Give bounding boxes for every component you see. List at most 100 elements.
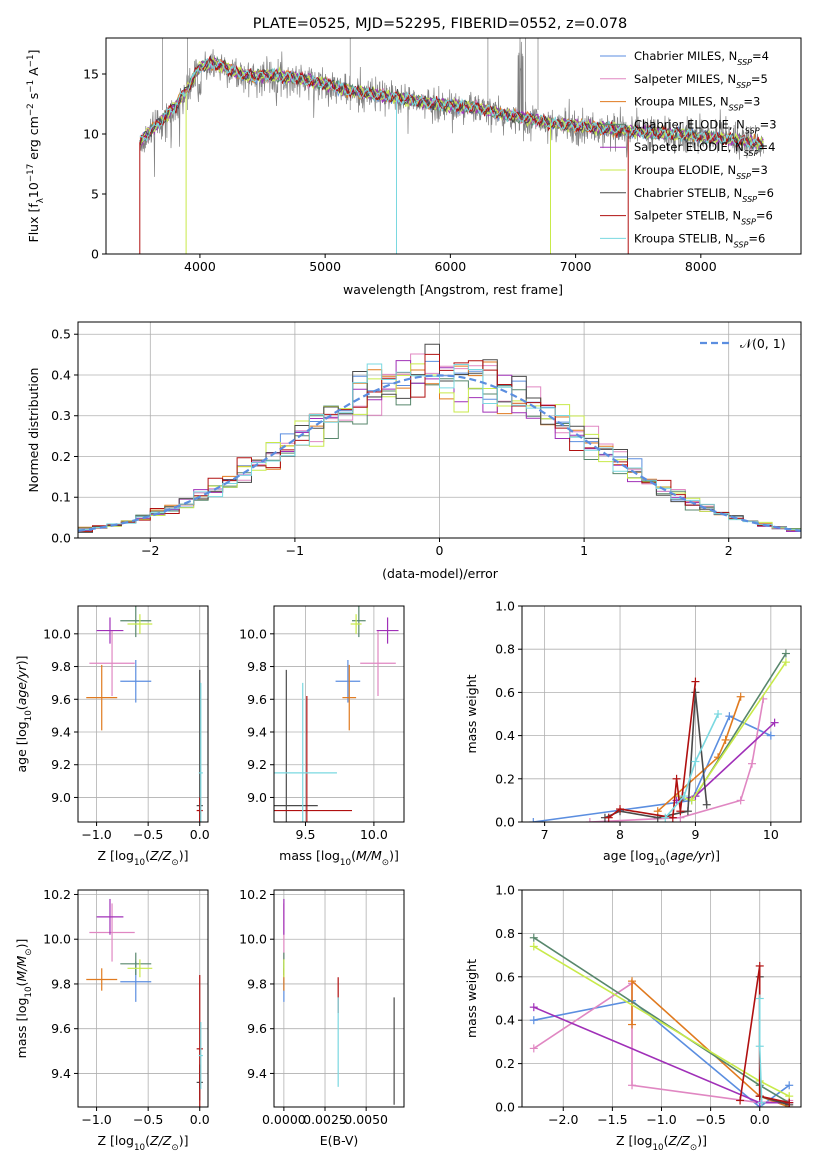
legend-entry: Chabrier ELODIE, NSSP=3 (634, 117, 777, 135)
label-part: )] (14, 655, 29, 665)
x-tick-label: −0.5 (133, 1112, 163, 1127)
label-part: 10 (654, 858, 665, 868)
label-part: M/M (14, 956, 29, 982)
plot-area (139, 38, 764, 254)
legend-entry: Kroupa MILES, NSSP=3 (634, 95, 760, 113)
legend-entry: Kroupa ELODIE, NSSP=3 (634, 163, 768, 181)
x-tick-label: −0.5 (133, 827, 163, 842)
label-part: =4 (758, 140, 775, 154)
y-axis-label: age [log10(age/yr)] (14, 655, 34, 772)
model-spectrum-kroupa-stelib (139, 57, 764, 150)
y-tick-label: 10.0 (43, 626, 71, 641)
y-tick-label: 0.0 (495, 1100, 515, 1115)
label-part: ⊙ (690, 1143, 697, 1153)
label-part: Z/Z (149, 1133, 172, 1148)
label-part: M/M (356, 848, 382, 863)
axes: −2.0 −1.5 −1.0 −0.5 0.0 0.0 0.2 0.4 0.6 0.8 1.0 Z [… (464, 883, 802, 1153)
label-part: =3 (751, 163, 768, 177)
label-part: =6 (756, 209, 773, 223)
y-axis-label: mass [log10(M/M⊙)] (14, 939, 34, 1059)
y-tick-label: 10.0 (43, 932, 71, 947)
label-part: ⊙ (24, 948, 34, 955)
chart-title: PLATE=0525, MJD=52295, FIBERID=0552, z=0… (253, 16, 627, 32)
axes: −1.0 −0.5 0.09.49.69.810.010.2Z [log10(Z/Z… (14, 887, 210, 1153)
label-part: ( (145, 848, 150, 863)
axes-frame (77, 889, 209, 1108)
label-part: 10 (134, 858, 145, 868)
label-part: age [log (603, 848, 654, 863)
label-part: SSP (745, 126, 760, 135)
y-tick-label: 9.8 (51, 659, 71, 674)
legend-entry: Salpeter MILES, NSSP=5 (634, 72, 768, 90)
label-part: s (26, 93, 41, 104)
label-part: ( (14, 705, 29, 710)
series-line-chabrier-stelib (758, 976, 790, 1106)
model-spectrum-salpeter-stelib (139, 55, 764, 150)
x-axis-label: wavelength [Angstrom, rest frame] (343, 282, 563, 297)
y-tick-label: 9.4 (247, 1066, 267, 1081)
x-tick-label: 0 (436, 543, 444, 558)
y-tick-label: 9.4 (51, 1066, 71, 1081)
label-part: Kroupa MILES, N (634, 95, 729, 109)
y-tick-label: 0.0 (495, 815, 515, 830)
plot-area (522, 606, 801, 822)
normal-curve (78, 374, 801, 532)
label-part: 10 (24, 710, 34, 721)
x-tick-label: −1.0 (646, 1112, 676, 1127)
label-part: SSP (742, 194, 757, 203)
label-part: SSP (729, 103, 744, 112)
x-axis-label: E(B-V) (320, 1133, 359, 1148)
x-tick-label: 0.0 (190, 827, 210, 842)
y-tick-label: 0.2 (51, 449, 71, 464)
y-tick-label: 0.6 (495, 685, 515, 700)
label-part: 10 (340, 858, 351, 868)
label-part: λ (36, 198, 46, 203)
label-part: ⊙ (382, 858, 389, 868)
x-tick-label: 8000 (685, 259, 717, 274)
label-part: mass [log (279, 848, 340, 863)
y-tick-label: 0.0 (51, 531, 71, 546)
series-line-chabrier-miles (533, 715, 772, 822)
plot-area (78, 606, 208, 822)
y-tick-label: 9.6 (51, 1021, 71, 1036)
series-line-chabrier-miles (533, 999, 790, 1107)
y-tick-label: 10.2 (239, 887, 267, 902)
legend-entry: Chabrier MILES, NSSP=4 (634, 49, 769, 67)
label-part: SSP (734, 240, 749, 249)
x-tick-label: 9 (691, 827, 699, 842)
plot-area (522, 890, 801, 1107)
label-part: Kroupa STELIB, N (634, 231, 734, 245)
label-part: ⊙ (171, 858, 178, 868)
axes-frame (273, 605, 405, 823)
plot-area (78, 890, 208, 1107)
y-tick-label: 0.1 (51, 490, 71, 505)
x-tick-label: −0.5 (695, 1112, 725, 1127)
y-tick-label: 0.4 (495, 1013, 515, 1028)
axes: 4000 5000 6000 7000 8000 0 5 10 15 PLATE=0525, MJ… (26, 16, 802, 297)
x-tick-label: 8 (616, 827, 624, 842)
axes-frame (273, 889, 405, 1108)
y-tick-label: 0.6 (495, 969, 515, 984)
x-tick-label: 0.0050 (344, 1112, 388, 1127)
label-part: Salpeter MILES, N (634, 72, 736, 86)
y-tick-label: 9.8 (51, 976, 71, 991)
y-axis-label: Normed distribution (26, 368, 41, 493)
x-axis-label: Z [log10(Z/Z⊙)] (616, 1133, 707, 1153)
x-tick-label: 0.0 (190, 1112, 210, 1127)
x-axis-label: age [log10(age/yr)] (603, 848, 720, 868)
y-tick-label: 1.0 (495, 883, 515, 898)
x-tick-label: −1.5 (597, 1112, 627, 1127)
y-tick-label: 9.2 (247, 757, 267, 772)
label-part: age/yr (670, 848, 711, 863)
label-part: ] (26, 50, 41, 55)
x-tick-label: −2.0 (548, 1112, 578, 1127)
x-tick-label: 4000 (184, 259, 216, 274)
label-part: ( (145, 1133, 150, 1148)
label-part: 10 (24, 986, 34, 997)
x-tick-label: 6000 (434, 259, 466, 274)
y-tick-label: 10 (83, 127, 99, 142)
legend-entry: Chabrier STELIB, NSSP=6 (634, 186, 774, 204)
axes: 9.5 10.0 9.0 9.2 9.4 9.6 9.8 10.0 mass [log10(M/… (239, 605, 405, 868)
label-part: Salpeter STELIB, N (634, 209, 741, 223)
